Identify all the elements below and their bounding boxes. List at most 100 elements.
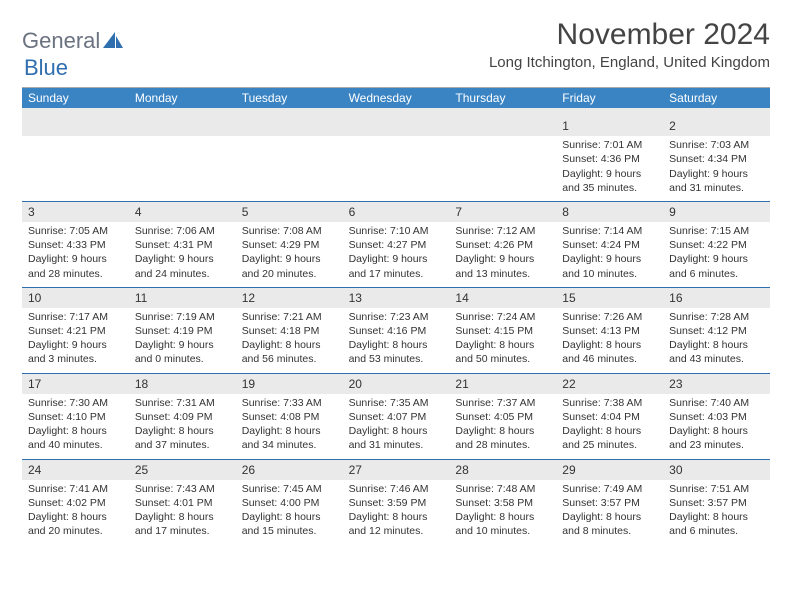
daylight-line2: and 10 minutes. <box>562 267 657 281</box>
day-number: 6 <box>343 202 450 222</box>
location-label: Long Itchington, England, United Kingdom <box>489 54 770 71</box>
calendar-table: SundayMondayTuesdayWednesdayThursdayFrid… <box>22 87 770 544</box>
sunset-line: Sunset: 4:08 PM <box>242 410 337 424</box>
day-cell: 19Sunrise: 7:33 AMSunset: 4:08 PMDayligh… <box>236 374 343 459</box>
day-number: 7 <box>449 202 556 222</box>
logo: General <box>22 28 126 54</box>
day-cell: 9Sunrise: 7:15 AMSunset: 4:22 PMDaylight… <box>663 202 770 287</box>
day-cell: 17Sunrise: 7:30 AMSunset: 4:10 PMDayligh… <box>22 374 129 459</box>
day-cell: 27Sunrise: 7:46 AMSunset: 3:59 PMDayligh… <box>343 460 450 545</box>
sunset-line: Sunset: 4:26 PM <box>455 238 550 252</box>
sunrise-line: Sunrise: 7:06 AM <box>135 224 230 238</box>
daylight-line1: Daylight: 9 hours <box>242 252 337 266</box>
day-number: 22 <box>556 374 663 394</box>
sunrise-line: Sunrise: 7:21 AM <box>242 310 337 324</box>
daylight-line1: Daylight: 9 hours <box>669 167 764 181</box>
day-cell <box>22 116 129 201</box>
day-number: 24 <box>22 460 129 480</box>
daylight-line1: Daylight: 8 hours <box>242 338 337 352</box>
daylight-line1: Daylight: 8 hours <box>242 424 337 438</box>
day-cell: 18Sunrise: 7:31 AMSunset: 4:09 PMDayligh… <box>129 374 236 459</box>
sunset-line: Sunset: 4:04 PM <box>562 410 657 424</box>
day-cell: 20Sunrise: 7:35 AMSunset: 4:07 PMDayligh… <box>343 374 450 459</box>
daylight-line2: and 34 minutes. <box>242 438 337 452</box>
daylight-line2: and 31 minutes. <box>669 181 764 195</box>
daylight-line1: Daylight: 8 hours <box>562 424 657 438</box>
sunset-line: Sunset: 3:57 PM <box>669 496 764 510</box>
daylight-line2: and 28 minutes. <box>28 267 123 281</box>
calendar-week: 24Sunrise: 7:41 AMSunset: 4:02 PMDayligh… <box>22 460 770 545</box>
daylight-line1: Daylight: 9 hours <box>562 252 657 266</box>
sunset-line: Sunset: 4:34 PM <box>669 152 764 166</box>
day-cell: 14Sunrise: 7:24 AMSunset: 4:15 PMDayligh… <box>449 288 556 373</box>
sunrise-line: Sunrise: 7:03 AM <box>669 138 764 152</box>
sunrise-line: Sunrise: 7:49 AM <box>562 482 657 496</box>
day-cell: 28Sunrise: 7:48 AMSunset: 3:58 PMDayligh… <box>449 460 556 545</box>
day-number: 26 <box>236 460 343 480</box>
day-cell: 5Sunrise: 7:08 AMSunset: 4:29 PMDaylight… <box>236 202 343 287</box>
day-cell: 23Sunrise: 7:40 AMSunset: 4:03 PMDayligh… <box>663 374 770 459</box>
daylight-line1: Daylight: 8 hours <box>562 510 657 524</box>
daylight-line2: and 6 minutes. <box>669 267 764 281</box>
daylight-line1: Daylight: 8 hours <box>28 510 123 524</box>
day-number: 12 <box>236 288 343 308</box>
day-cell: 10Sunrise: 7:17 AMSunset: 4:21 PMDayligh… <box>22 288 129 373</box>
sunrise-line: Sunrise: 7:45 AM <box>242 482 337 496</box>
daylight-line1: Daylight: 9 hours <box>135 252 230 266</box>
sunset-line: Sunset: 4:18 PM <box>242 324 337 338</box>
day-number <box>449 116 556 136</box>
sunset-line: Sunset: 4:33 PM <box>28 238 123 252</box>
daylight-line1: Daylight: 8 hours <box>349 424 444 438</box>
sunrise-line: Sunrise: 7:23 AM <box>349 310 444 324</box>
day-cell <box>236 116 343 201</box>
sunrise-line: Sunrise: 7:30 AM <box>28 396 123 410</box>
sunset-line: Sunset: 4:13 PM <box>562 324 657 338</box>
day-cell: 4Sunrise: 7:06 AMSunset: 4:31 PMDaylight… <box>129 202 236 287</box>
day-header: Wednesday <box>343 88 450 108</box>
day-number <box>343 116 450 136</box>
sunset-line: Sunset: 3:58 PM <box>455 496 550 510</box>
sunrise-line: Sunrise: 7:28 AM <box>669 310 764 324</box>
sunset-line: Sunset: 4:31 PM <box>135 238 230 252</box>
day-number: 29 <box>556 460 663 480</box>
sunrise-line: Sunrise: 7:05 AM <box>28 224 123 238</box>
sunset-line: Sunset: 4:22 PM <box>669 238 764 252</box>
day-number: 19 <box>236 374 343 394</box>
day-number: 3 <box>22 202 129 222</box>
day-cell: 3Sunrise: 7:05 AMSunset: 4:33 PMDaylight… <box>22 202 129 287</box>
sunset-line: Sunset: 4:01 PM <box>135 496 230 510</box>
day-number: 16 <box>663 288 770 308</box>
daylight-line2: and 37 minutes. <box>135 438 230 452</box>
calendar-header-row: SundayMondayTuesdayWednesdayThursdayFrid… <box>22 88 770 108</box>
calendar-week: 10Sunrise: 7:17 AMSunset: 4:21 PMDayligh… <box>22 288 770 374</box>
daylight-line1: Daylight: 8 hours <box>562 338 657 352</box>
day-number: 17 <box>22 374 129 394</box>
day-cell: 12 Sunrise: 7:21 AMSunset: 4:18 PMDayligh… <box>236 288 343 373</box>
daylight-line2: and 50 minutes. <box>455 352 550 366</box>
day-cell <box>129 116 236 201</box>
day-number: 13 <box>343 288 450 308</box>
sunrise-line: Sunrise: 7:31 AM <box>135 396 230 410</box>
day-cell: 7Sunrise: 7:12 AMSunset: 4:26 PMDaylight… <box>449 202 556 287</box>
daylight-line1: Daylight: 8 hours <box>669 338 764 352</box>
daylight-line2: and 12 minutes. <box>349 524 444 538</box>
daylight-line1: Daylight: 8 hours <box>135 424 230 438</box>
day-cell: 2Sunrise: 7:03 AMSunset: 4:34 PMDaylight… <box>663 116 770 201</box>
day-header: Monday <box>129 88 236 108</box>
day-number: 20 <box>343 374 450 394</box>
day-header: Thursday <box>449 88 556 108</box>
sunset-line: Sunset: 4:16 PM <box>349 324 444 338</box>
day-cell <box>343 116 450 201</box>
daylight-line2: and 56 minutes. <box>242 352 337 366</box>
daylight-line2: and 43 minutes. <box>669 352 764 366</box>
day-cell: 25Sunrise: 7:43 AMSunset: 4:01 PMDayligh… <box>129 460 236 545</box>
sunset-line: Sunset: 4:07 PM <box>349 410 444 424</box>
day-number: 28 <box>449 460 556 480</box>
day-number: 9 <box>663 202 770 222</box>
sunrise-line: Sunrise: 7:01 AM <box>562 138 657 152</box>
sunset-line: Sunset: 4:21 PM <box>28 324 123 338</box>
daylight-line1: Daylight: 8 hours <box>349 510 444 524</box>
daylight-line2: and 35 minutes. <box>562 181 657 195</box>
sunrise-line: Sunrise: 7:15 AM <box>669 224 764 238</box>
daylight-line2: and 20 minutes. <box>28 524 123 538</box>
